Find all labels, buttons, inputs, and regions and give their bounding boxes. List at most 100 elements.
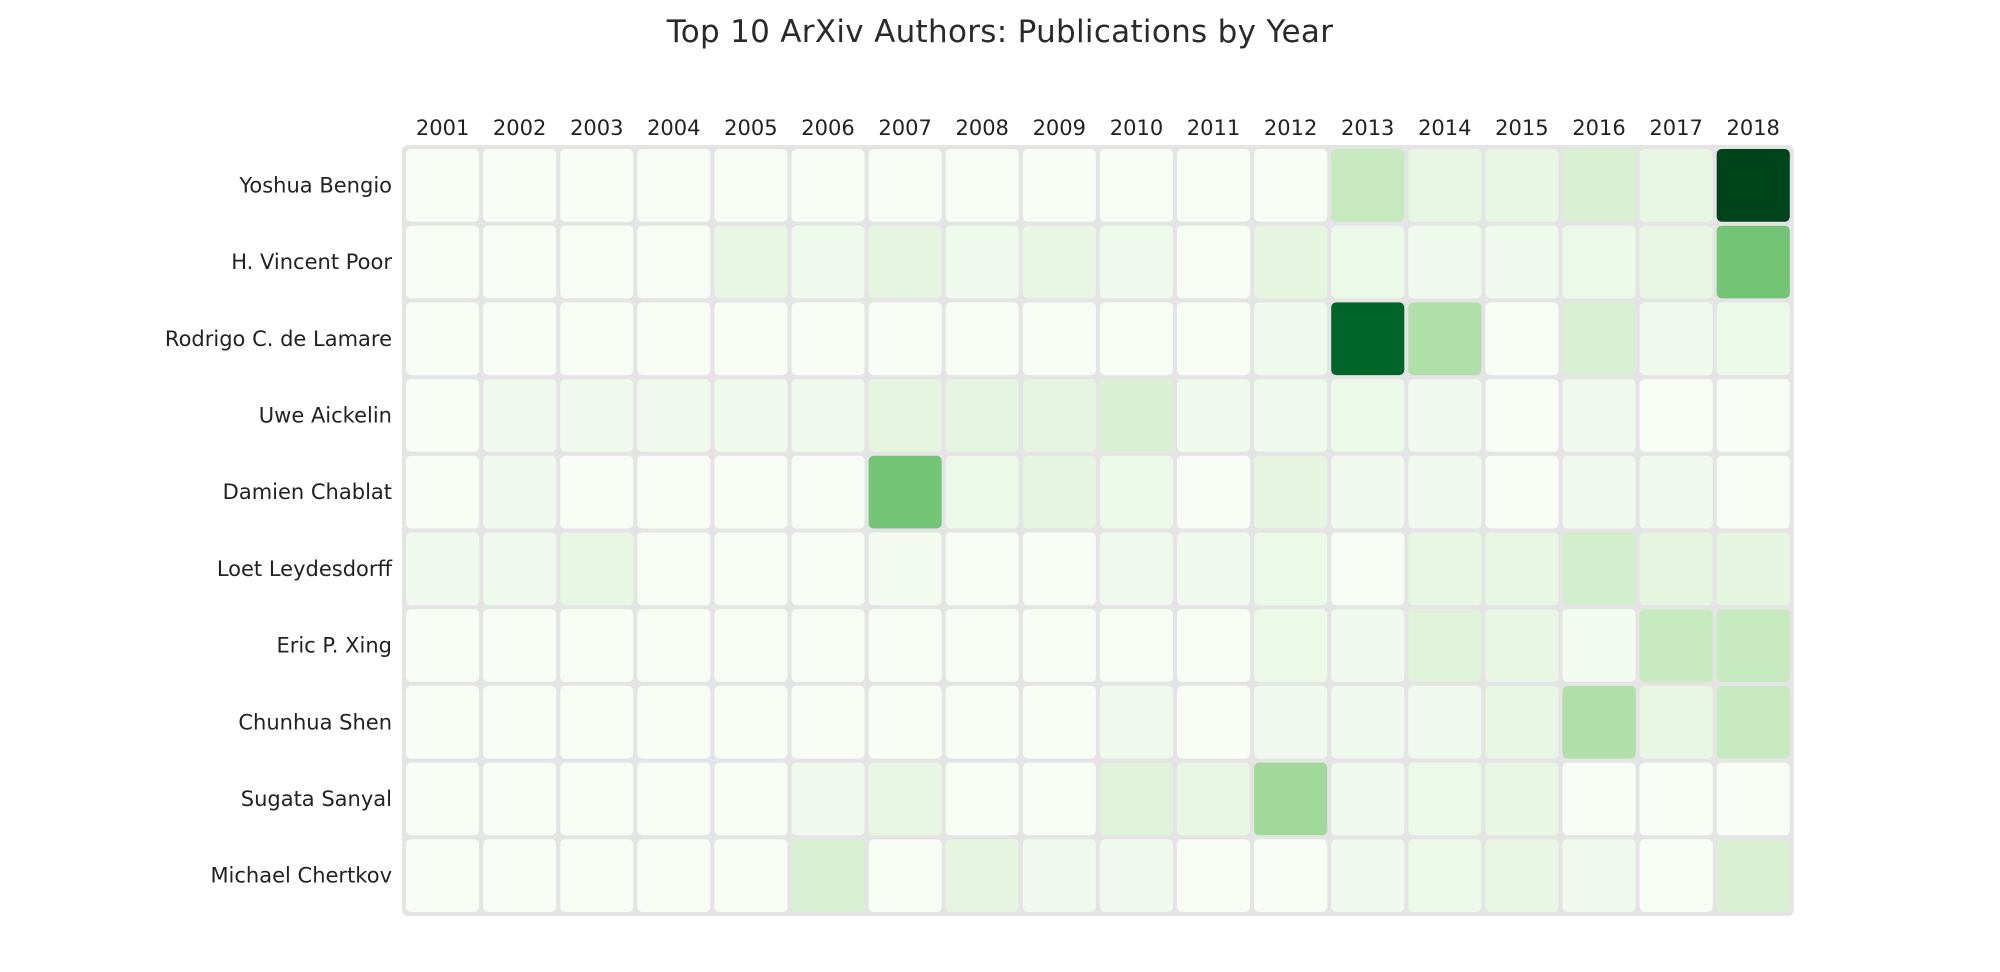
heatmap-cell-h-vincent-poor-2016[interactable] — [1562, 225, 1636, 299]
heatmap-cell-michael-chertkov-2008[interactable] — [945, 839, 1019, 912]
heatmap-cell-rodrigo-c-de-lamare-2002[interactable] — [483, 302, 557, 376]
heatmap-cell-eric-p-xing-2007[interactable] — [868, 609, 942, 682]
heatmap-cell-sugata-sanyal-2006[interactable] — [791, 762, 865, 836]
heatmap-cell-yoshua-bengio-2006[interactable] — [791, 149, 865, 222]
heatmap-cell-uwe-aickelin-2010[interactable] — [1099, 379, 1173, 452]
heatmap-cell-michael-chertkov-2013[interactable] — [1331, 839, 1405, 912]
heatmap-cell-rodrigo-c-de-lamare-2007[interactable] — [868, 302, 942, 376]
heatmap-cell-rodrigo-c-de-lamare-2008[interactable] — [945, 302, 1019, 376]
heatmap-cell-loet-leydesdorff-2001[interactable] — [406, 532, 480, 606]
heatmap-cell-eric-p-xing-2002[interactable] — [483, 609, 557, 682]
heatmap-cell-uwe-aickelin-2002[interactable] — [483, 379, 557, 452]
heatmap-cell-yoshua-bengio-2012[interactable] — [1254, 149, 1328, 222]
heatmap-cell-michael-chertkov-2003[interactable] — [560, 839, 634, 912]
heatmap-cell-sugata-sanyal-2013[interactable] — [1331, 762, 1405, 836]
heatmap-cell-yoshua-bengio-2005[interactable] — [714, 149, 788, 222]
heatmap-cell-sugata-sanyal-2003[interactable] — [560, 762, 634, 836]
heatmap-cell-chunhua-shen-2011[interactable] — [1177, 685, 1251, 759]
heatmap-cell-damien-chablat-2003[interactable] — [560, 455, 634, 529]
heatmap-cell-h-vincent-poor-2015[interactable] — [1485, 225, 1559, 299]
heatmap-cell-loet-leydesdorff-2009[interactable] — [1022, 532, 1096, 606]
heatmap-cell-loet-leydesdorff-2005[interactable] — [714, 532, 788, 606]
heatmap-cell-eric-p-xing-2016[interactable] — [1562, 609, 1636, 682]
heatmap-cell-damien-chablat-2007[interactable] — [868, 455, 942, 529]
heatmap-cell-loet-leydesdorff-2012[interactable] — [1254, 532, 1328, 606]
heatmap-cell-damien-chablat-2002[interactable] — [483, 455, 557, 529]
heatmap-cell-yoshua-bengio-2008[interactable] — [945, 149, 1019, 222]
heatmap-cell-yoshua-bengio-2018[interactable] — [1716, 149, 1790, 222]
heatmap-cell-damien-chablat-2008[interactable] — [945, 455, 1019, 529]
heatmap-cell-chunhua-shen-2012[interactable] — [1254, 685, 1328, 759]
heatmap-cell-h-vincent-poor-2011[interactable] — [1177, 225, 1251, 299]
heatmap-cell-yoshua-bengio-2003[interactable] — [560, 149, 634, 222]
heatmap-cell-rodrigo-c-de-lamare-2001[interactable] — [406, 302, 480, 376]
heatmap-cell-eric-p-xing-2015[interactable] — [1485, 609, 1559, 682]
heatmap-cell-loet-leydesdorff-2006[interactable] — [791, 532, 865, 606]
heatmap-cell-eric-p-xing-2018[interactable] — [1716, 609, 1790, 682]
heatmap-cell-michael-chertkov-2016[interactable] — [1562, 839, 1636, 912]
heatmap-cell-sugata-sanyal-2005[interactable] — [714, 762, 788, 836]
heatmap-cell-michael-chertkov-2002[interactable] — [483, 839, 557, 912]
heatmap-cell-chunhua-shen-2001[interactable] — [406, 685, 480, 759]
heatmap-cell-chunhua-shen-2003[interactable] — [560, 685, 634, 759]
heatmap-cell-michael-chertkov-2015[interactable] — [1485, 839, 1559, 912]
heatmap-cell-h-vincent-poor-2017[interactable] — [1639, 225, 1713, 299]
heatmap-cell-loet-leydesdorff-2017[interactable] — [1639, 532, 1713, 606]
heatmap-cell-michael-chertkov-2007[interactable] — [868, 839, 942, 912]
heatmap-cell-eric-p-xing-2012[interactable] — [1254, 609, 1328, 682]
heatmap-cell-michael-chertkov-2009[interactable] — [1022, 839, 1096, 912]
heatmap-cell-damien-chablat-2017[interactable] — [1639, 455, 1713, 529]
heatmap-cell-rodrigo-c-de-lamare-2013[interactable] — [1331, 302, 1405, 376]
heatmap-cell-h-vincent-poor-2003[interactable] — [560, 225, 634, 299]
heatmap-cell-damien-chablat-2001[interactable] — [406, 455, 480, 529]
heatmap-cell-uwe-aickelin-2011[interactable] — [1177, 379, 1251, 452]
heatmap-cell-uwe-aickelin-2006[interactable] — [791, 379, 865, 452]
heatmap-cell-loet-leydesdorff-2008[interactable] — [945, 532, 1019, 606]
heatmap-cell-rodrigo-c-de-lamare-2006[interactable] — [791, 302, 865, 376]
heatmap-cell-rodrigo-c-de-lamare-2015[interactable] — [1485, 302, 1559, 376]
heatmap-cell-eric-p-xing-2004[interactable] — [637, 609, 711, 682]
heatmap-cell-eric-p-xing-2009[interactable] — [1022, 609, 1096, 682]
heatmap-cell-h-vincent-poor-2008[interactable] — [945, 225, 1019, 299]
heatmap-cell-yoshua-bengio-2007[interactable] — [868, 149, 942, 222]
heatmap-cell-michael-chertkov-2017[interactable] — [1639, 839, 1713, 912]
heatmap-cell-michael-chertkov-2018[interactable] — [1716, 839, 1790, 912]
heatmap-cell-rodrigo-c-de-lamare-2017[interactable] — [1639, 302, 1713, 376]
heatmap-cell-chunhua-shen-2016[interactable] — [1562, 685, 1636, 759]
heatmap-cell-eric-p-xing-2013[interactable] — [1331, 609, 1405, 682]
heatmap-cell-sugata-sanyal-2016[interactable] — [1562, 762, 1636, 836]
heatmap-cell-uwe-aickelin-2018[interactable] — [1716, 379, 1790, 452]
heatmap-cell-michael-chertkov-2012[interactable] — [1254, 839, 1328, 912]
heatmap-cell-michael-chertkov-2006[interactable] — [791, 839, 865, 912]
heatmap-cell-yoshua-bengio-2009[interactable] — [1022, 149, 1096, 222]
heatmap-cell-uwe-aickelin-2016[interactable] — [1562, 379, 1636, 452]
heatmap-cell-h-vincent-poor-2007[interactable] — [868, 225, 942, 299]
heatmap-cell-loet-leydesdorff-2004[interactable] — [637, 532, 711, 606]
heatmap-cell-eric-p-xing-2011[interactable] — [1177, 609, 1251, 682]
heatmap-cell-damien-chablat-2006[interactable] — [791, 455, 865, 529]
heatmap-cell-eric-p-xing-2006[interactable] — [791, 609, 865, 682]
heatmap-cell-rodrigo-c-de-lamare-2012[interactable] — [1254, 302, 1328, 376]
heatmap-cell-rodrigo-c-de-lamare-2004[interactable] — [637, 302, 711, 376]
heatmap-cell-sugata-sanyal-2011[interactable] — [1177, 762, 1251, 836]
heatmap-cell-uwe-aickelin-2005[interactable] — [714, 379, 788, 452]
heatmap-cell-chunhua-shen-2006[interactable] — [791, 685, 865, 759]
heatmap-cell-uwe-aickelin-2015[interactable] — [1485, 379, 1559, 452]
heatmap-cell-damien-chablat-2009[interactable] — [1022, 455, 1096, 529]
heatmap-cell-uwe-aickelin-2012[interactable] — [1254, 379, 1328, 452]
heatmap-cell-sugata-sanyal-2012[interactable] — [1254, 762, 1328, 836]
heatmap-cell-michael-chertkov-2011[interactable] — [1177, 839, 1251, 912]
heatmap-cell-sugata-sanyal-2017[interactable] — [1639, 762, 1713, 836]
heatmap-cell-loet-leydesdorff-2014[interactable] — [1408, 532, 1482, 606]
heatmap-cell-h-vincent-poor-2004[interactable] — [637, 225, 711, 299]
heatmap-cell-h-vincent-poor-2010[interactable] — [1099, 225, 1173, 299]
heatmap-cell-michael-chertkov-2004[interactable] — [637, 839, 711, 912]
heatmap-cell-damien-chablat-2011[interactable] — [1177, 455, 1251, 529]
heatmap-cell-yoshua-bengio-2002[interactable] — [483, 149, 557, 222]
heatmap-cell-loet-leydesdorff-2016[interactable] — [1562, 532, 1636, 606]
heatmap-cell-damien-chablat-2016[interactable] — [1562, 455, 1636, 529]
heatmap-cell-eric-p-xing-2001[interactable] — [406, 609, 480, 682]
heatmap-cell-yoshua-bengio-2013[interactable] — [1331, 149, 1405, 222]
heatmap-cell-michael-chertkov-2014[interactable] — [1408, 839, 1482, 912]
heatmap-cell-loet-leydesdorff-2015[interactable] — [1485, 532, 1559, 606]
